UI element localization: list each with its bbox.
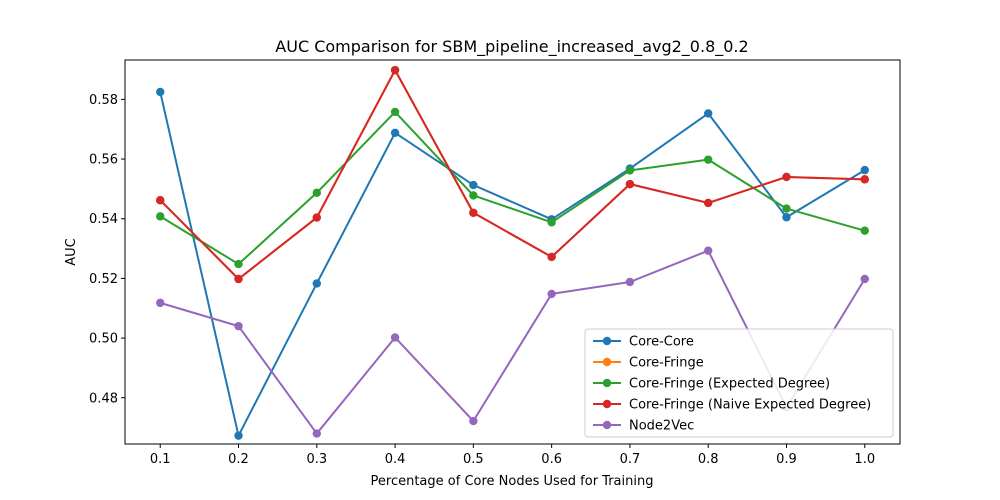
data-point-core-fringe-expected-degree (860, 226, 869, 235)
data-point-core-fringe-naive-expected-degree (390, 65, 400, 75)
x-tick-label: 1.0 (854, 452, 875, 467)
x-axis: 0.1 0.2 0.3 0.4 0.5 0.6 0.7 0.8 0.9 1.0 (150, 444, 875, 467)
legend-item: Core-Fringe (Naive Expected Degree) (593, 398, 871, 413)
data-point-core-core (390, 128, 400, 138)
data-point-node2vec (234, 321, 243, 331)
data-point-core-fringe-expected-degree (625, 166, 635, 175)
series-core-fringe-naive-expected-degree (156, 65, 869, 284)
data-point-core-fringe-naive-expected-degree (234, 274, 243, 284)
x-tick-label: 0.4 (385, 452, 406, 467)
data-point-core-core (469, 180, 478, 190)
data-point-core-fringe-naive-expected-degree (469, 208, 478, 217)
y-tick-label: 0.50 (89, 332, 118, 347)
data-point-core-core (234, 431, 243, 440)
data-point-core-fringe-expected-degree (469, 191, 478, 200)
data-point-core-core (860, 165, 869, 175)
data-point-core-core (312, 279, 321, 288)
data-point-core-fringe-naive-expected-degree (704, 198, 713, 208)
x-tick-label: 0.1 (150, 452, 171, 467)
data-point-core-fringe-naive-expected-degree (860, 175, 869, 184)
x-axis-label: Percentage of Core Nodes Used for Traini… (371, 474, 654, 489)
legend-label: Core-Fringe (Expected Degree) (629, 377, 830, 392)
data-point-core-fringe-naive-expected-degree (782, 172, 791, 182)
x-tick-label: 0.5 (463, 452, 484, 467)
data-point-node2vec (625, 277, 635, 287)
legend-swatch-marker (602, 336, 612, 346)
plot-frame (124, 59, 901, 445)
data-point-node2vec (704, 246, 713, 255)
plot-area (156, 65, 869, 440)
x-tick-label: 0.3 (306, 452, 327, 467)
legend-swatch-marker (602, 357, 612, 367)
data-point-core-fringe-naive-expected-degree (547, 252, 556, 262)
legend-item: Node2Vec (593, 419, 694, 434)
legend-label: Core-Fringe (Naive Expected Degree) (629, 398, 871, 413)
x-tick-label: 0.9 (776, 452, 797, 467)
data-point-core-core (156, 87, 165, 97)
legend-swatch-marker (602, 399, 612, 409)
data-point-node2vec (547, 289, 556, 299)
chart-title: AUC Comparison for SBM_pipeline_increase… (275, 37, 748, 57)
y-tick-label: 0.56 (89, 153, 118, 168)
legend-box (584, 328, 894, 438)
data-point-core-fringe-naive-expected-degree (625, 179, 635, 189)
data-point-core-core (782, 213, 791, 222)
data-point-node2vec (156, 298, 165, 308)
y-tick-label: 0.54 (89, 212, 118, 227)
x-tick-label: 0.6 (541, 452, 562, 467)
legend-swatch-marker (602, 420, 612, 430)
data-point-node2vec (469, 416, 478, 426)
y-axis-label: AUC (64, 238, 79, 266)
legend: Core-Core Core-Fringe Core-Fringe (Expecte… (584, 328, 894, 438)
series-line-core-fringe-expected-degree (159, 110, 866, 266)
y-axis: 0.48 0.50 0.52 0.54 0.56 0.58 (89, 93, 125, 406)
legend-item: Core-Fringe (Expected Degree) (593, 377, 830, 392)
series-line-core-fringe-naive-expected-degree (159, 69, 865, 280)
legend-swatch-marker (602, 378, 612, 388)
series-core-fringe-expected-degree (156, 107, 869, 269)
data-point-core-core (704, 109, 713, 118)
series-core-fringe (156, 65, 869, 284)
data-point-core-fringe-expected-degree (782, 204, 791, 213)
series-line-core-core (159, 91, 866, 437)
data-point-core-fringe-naive-expected-degree (312, 213, 321, 222)
data-point-core-fringe-expected-degree (390, 107, 400, 117)
data-point-core-fringe-naive-expected-degree (156, 196, 165, 205)
legend-label: Node2Vec (629, 419, 694, 434)
data-point-core-fringe-expected-degree (547, 218, 556, 227)
data-point-node2vec (390, 333, 400, 342)
legend-label: Core-Core (629, 335, 694, 350)
data-point-core-fringe-expected-degree (156, 212, 165, 221)
y-tick-label: 0.48 (89, 391, 118, 406)
x-tick-label: 0.2 (228, 452, 249, 467)
legend-item: Core-Core (593, 335, 694, 350)
y-tick-label: 0.58 (89, 93, 118, 108)
y-tick-label: 0.52 (89, 272, 118, 287)
x-tick-label: 0.8 (698, 452, 719, 467)
data-point-core-fringe-expected-degree (234, 259, 243, 269)
data-point-node2vec (312, 429, 321, 438)
data-point-node2vec (860, 274, 869, 284)
legend-item: Core-Fringe (593, 356, 704, 371)
legend-label: Core-Fringe (629, 356, 704, 371)
data-point-core-fringe-expected-degree (312, 188, 321, 197)
x-tick-label: 0.7 (620, 452, 641, 467)
series-line-core-fringe (159, 69, 865, 280)
data-point-core-fringe-expected-degree (704, 155, 713, 164)
